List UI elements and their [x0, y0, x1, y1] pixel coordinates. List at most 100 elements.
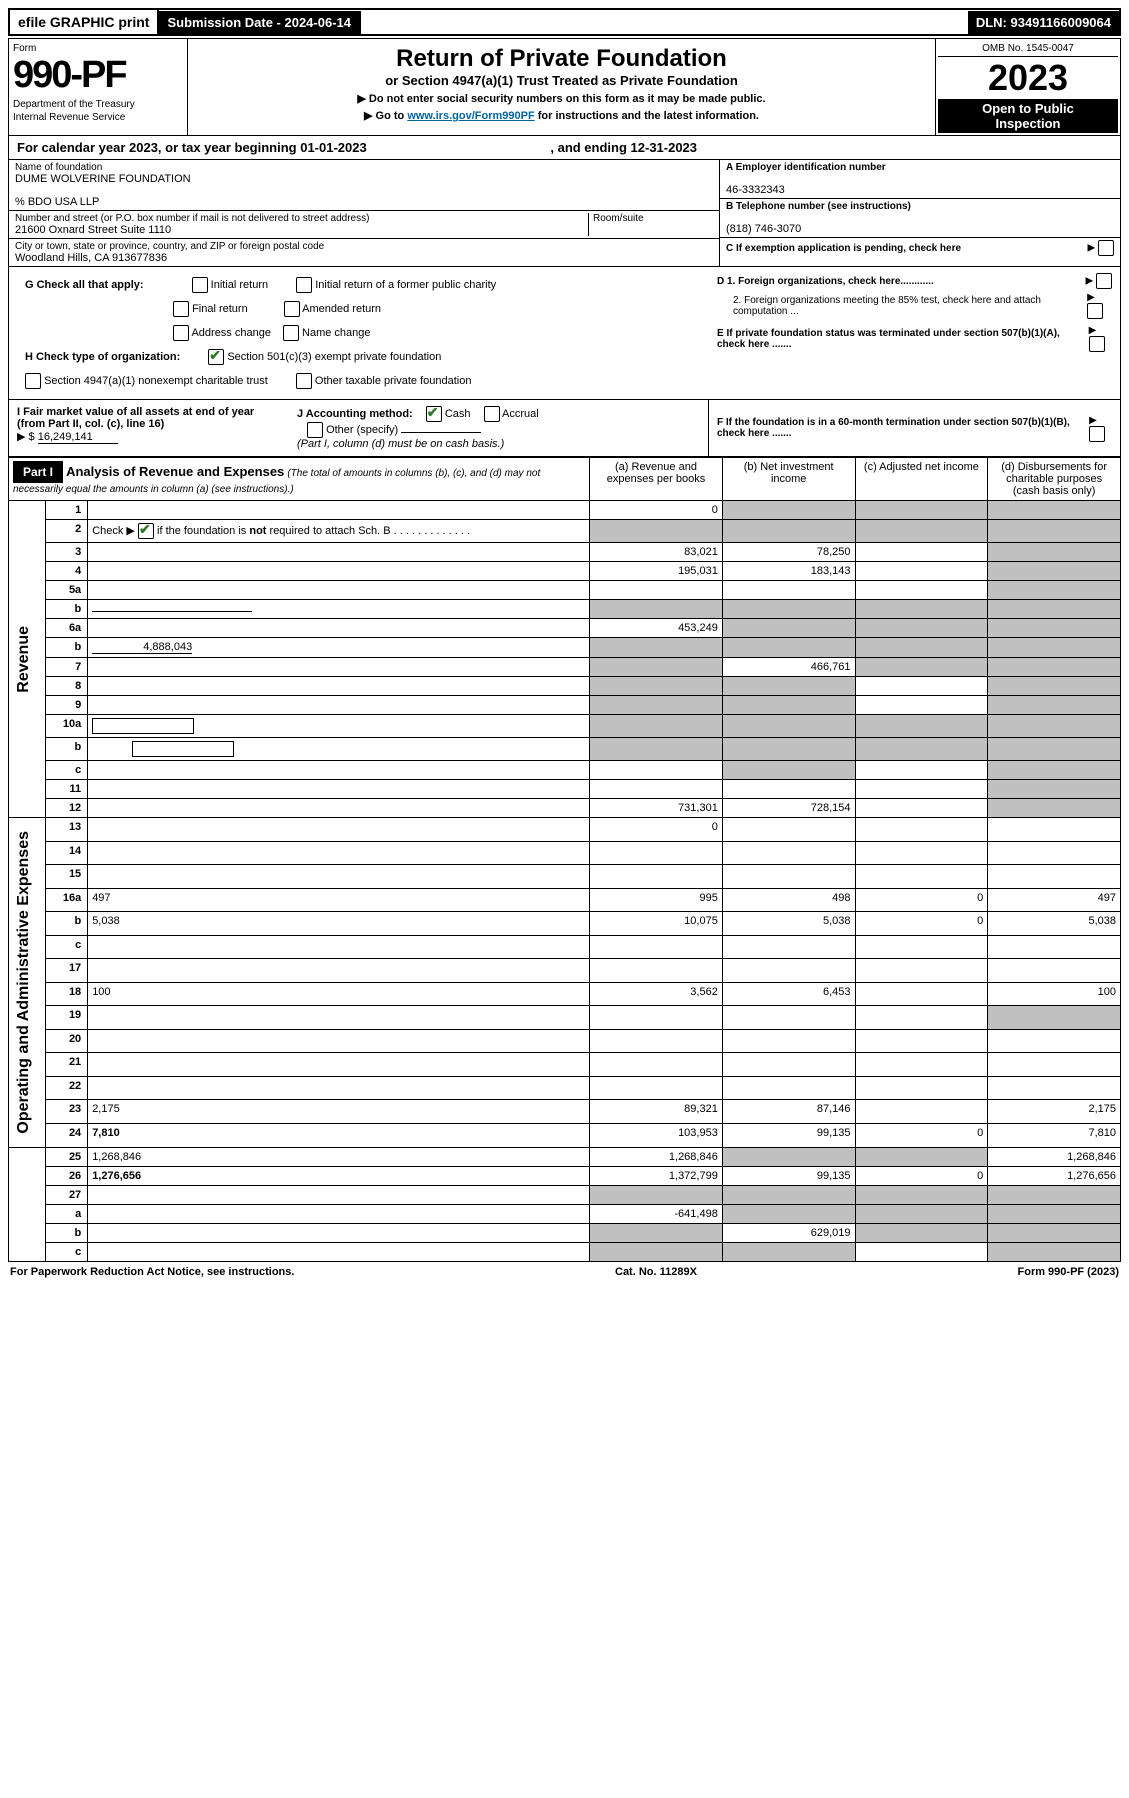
table-row: 2 Check ▶ if the foundation is not requi…: [9, 520, 1121, 543]
calendar-year-row: For calendar year 2023, or tax year begi…: [8, 136, 1121, 160]
table-row: Revenue 1 0: [9, 501, 1121, 520]
entity-left: Name of foundation DUME WOLVERINE FOUNDA…: [9, 160, 719, 266]
4947-checkbox[interactable]: [25, 373, 41, 389]
form-title: Return of Private Foundation: [194, 45, 929, 73]
telephone-cell: B Telephone number (see instructions) (8…: [720, 199, 1120, 238]
table-row: 11: [9, 780, 1121, 799]
part1-table: Part I Analysis of Revenue and Expenses …: [8, 457, 1121, 1262]
table-row: 16a4979954980497: [9, 888, 1121, 912]
header-right: OMB No. 1545-0047 2023 Open to PublicIns…: [935, 39, 1120, 135]
table-row: b629,019: [9, 1223, 1121, 1242]
table-row: 15: [9, 865, 1121, 889]
header-center: Return of Private Foundation or Section …: [188, 39, 935, 135]
table-row: 4195,031183,143: [9, 562, 1121, 581]
status-terminated-checkbox[interactable]: [1089, 336, 1105, 352]
part1-label: Part I: [13, 461, 63, 483]
col-c-header: (c) Adjusted net income: [855, 458, 988, 501]
table-row: 6a453,249: [9, 619, 1121, 638]
form-number: 990-PF: [13, 54, 183, 97]
table-row: 5a: [9, 581, 1121, 600]
table-row: b: [9, 738, 1121, 761]
foreign-85-checkbox[interactable]: [1087, 303, 1103, 319]
table-row: 10a: [9, 715, 1121, 738]
accounting-method-block: J Accounting method: Cash Accrual Other …: [297, 406, 539, 450]
amended-return-checkbox[interactable]: [284, 301, 300, 317]
table-row: 247,810103,95399,13507,810: [9, 1123, 1121, 1147]
omb-number: OMB No. 1545-0047: [938, 41, 1118, 57]
instr-pre: ▶ Go to: [364, 110, 407, 122]
ij-right: F If the foundation is in a 60-month ter…: [708, 400, 1120, 456]
table-row: 9: [9, 696, 1121, 715]
accrual-checkbox[interactable]: [484, 406, 500, 422]
h-row: H Check type of organization: Section 50…: [17, 345, 705, 369]
page-footer: For Paperwork Reduction Act Notice, see …: [8, 1262, 1121, 1282]
cat-number: Cat. No. 11289X: [615, 1266, 697, 1278]
name-change-checkbox[interactable]: [283, 325, 299, 341]
schb-checkbox[interactable]: [138, 523, 154, 539]
table-row: a-641,498: [9, 1204, 1121, 1223]
col-d-header: (d) Disbursements for charitable purpose…: [988, 458, 1121, 501]
efile-print[interactable]: efile GRAPHIC print: [10, 10, 159, 34]
other-method-checkbox[interactable]: [307, 422, 323, 438]
paperwork-notice: For Paperwork Reduction Act Notice, see …: [10, 1266, 294, 1278]
telephone-value: (818) 746-3070: [726, 223, 801, 235]
form990pf-link[interactable]: www.irs.gov/Form990PF: [407, 110, 534, 122]
care-of: % BDO USA LLP: [15, 196, 99, 208]
tax-year: 2023: [938, 57, 1118, 99]
60-month-checkbox[interactable]: [1089, 426, 1105, 442]
g-row-3: Address change Name change: [17, 321, 705, 345]
gh-right: D 1. Foreign organizations, check here..…: [705, 273, 1112, 393]
address-cell: Number and street (or P.O. box number if…: [9, 211, 719, 239]
foreign-org-checkbox[interactable]: [1096, 273, 1112, 289]
room-suite: Room/suite: [588, 213, 713, 236]
table-row: 251,268,8461,268,8461,268,846: [9, 1147, 1121, 1166]
table-row: 14: [9, 841, 1121, 865]
form-ref: Form 990-PF (2023): [1018, 1266, 1119, 1278]
initial-return-checkbox[interactable]: [192, 277, 208, 293]
entity-info-grid: Name of foundation DUME WOLVERINE FOUNDA…: [8, 160, 1121, 267]
submission-date: Submission Date - 2024-06-14: [159, 11, 361, 34]
form-header: Form 990-PF Department of the Treasury I…: [8, 38, 1121, 136]
table-row: 27: [9, 1185, 1121, 1204]
table-row: b: [9, 600, 1121, 619]
entity-right: A Employer identification number 46-3332…: [719, 160, 1120, 266]
fmv-value: 16,249,141: [38, 431, 118, 444]
instr-post: for instructions and the latest informat…: [535, 110, 759, 122]
cash-checkbox[interactable]: [426, 406, 442, 422]
table-row: 8: [9, 677, 1121, 696]
table-row: 20: [9, 1029, 1121, 1053]
ij-left: I Fair market value of all assets at end…: [9, 400, 708, 456]
col-b-header: (b) Net investment income: [722, 458, 855, 501]
dept-treasury: Department of the Treasury: [13, 99, 183, 110]
table-row: 12731,301728,154: [9, 799, 1121, 818]
expenses-side-label: Operating and Administrative Expenses: [13, 821, 35, 1144]
table-row: c: [9, 1242, 1121, 1261]
table-row: 21: [9, 1053, 1121, 1077]
ein-cell: A Employer identification number 46-3332…: [720, 160, 1120, 199]
street-address: 21600 Oxnard Street Suite 1110: [15, 224, 171, 236]
city-state-zip: Woodland Hills, CA 913677836: [15, 252, 167, 264]
irs-label: Internal Revenue Service: [13, 112, 183, 123]
header-left: Form 990-PF Department of the Treasury I…: [9, 39, 188, 135]
address-change-checkbox[interactable]: [173, 325, 189, 341]
part1-title: Analysis of Revenue and Expenses: [66, 464, 284, 479]
table-row: 261,276,6561,372,79999,13501,276,656: [9, 1166, 1121, 1185]
gh-left: G Check all that apply: Initial return I…: [17, 273, 705, 393]
exemption-pending-cell: C If exemption application is pending, c…: [720, 238, 1120, 258]
table-row: c: [9, 761, 1121, 780]
ein-value: 46-3332343: [726, 184, 785, 196]
501c3-checkbox[interactable]: [208, 349, 224, 365]
table-row: c: [9, 935, 1121, 959]
table-row: 232,17589,32187,1462,175: [9, 1100, 1121, 1124]
top-bar: efile GRAPHIC print Submission Date - 20…: [8, 8, 1121, 36]
revenue-side-label: Revenue: [13, 616, 35, 703]
other-taxable-checkbox[interactable]: [296, 373, 312, 389]
instr-ssn: ▶ Do not enter social security numbers o…: [194, 92, 929, 105]
section-ij: I Fair market value of all assets at end…: [8, 400, 1121, 457]
foundation-name-cell: Name of foundation DUME WOLVERINE FOUNDA…: [9, 160, 719, 211]
initial-former-checkbox[interactable]: [296, 277, 312, 293]
instr-link-line: ▶ Go to www.irs.gov/Form990PF for instru…: [194, 109, 929, 122]
final-return-checkbox[interactable]: [173, 301, 189, 317]
col-a-header: (a) Revenue and expenses per books: [590, 458, 723, 501]
exemption-checkbox[interactable]: [1098, 240, 1114, 256]
